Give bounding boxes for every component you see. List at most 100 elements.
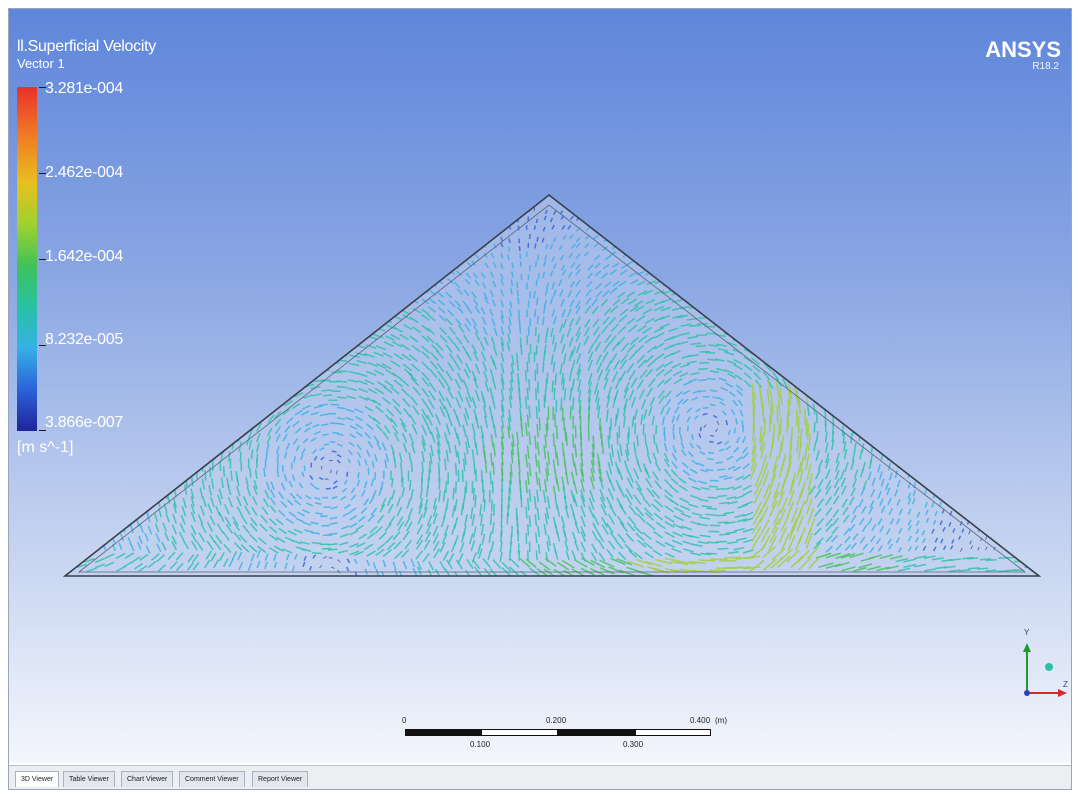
velocity-vector	[552, 236, 557, 243]
velocity-vector	[705, 351, 716, 354]
velocity-vector	[94, 557, 106, 564]
velocity-vector	[219, 302, 228, 310]
velocity-vector	[153, 513, 159, 523]
velocity-vector	[876, 241, 882, 246]
velocity-vector	[100, 510, 104, 518]
velocity-vector	[903, 558, 916, 563]
velocity-vector	[636, 216, 643, 220]
velocity-vector	[675, 235, 683, 239]
velocity-vector	[715, 428, 718, 433]
velocity-vector	[857, 208, 862, 213]
velocity-vector	[584, 242, 590, 249]
velocity-vector	[838, 397, 842, 409]
velocity-vector	[463, 289, 470, 297]
velocity-vector	[565, 432, 568, 446]
velocity-vector	[426, 243, 433, 249]
velocity-vector	[268, 322, 279, 329]
velocity-vector	[936, 215, 940, 219]
velocity-vector	[285, 417, 294, 425]
velocity-vector	[792, 352, 801, 362]
velocity-vector	[595, 290, 603, 298]
velocity-vector	[276, 536, 286, 544]
velocity-vector	[583, 335, 590, 346]
velocity-vector	[295, 350, 306, 356]
velocity-vector	[663, 468, 672, 478]
velocity-vector	[544, 434, 547, 448]
velocity-vector	[859, 536, 866, 544]
velocity-vector	[357, 372, 368, 378]
velocity-vector	[403, 245, 410, 249]
velocity-vector	[610, 444, 615, 458]
velocity-vector	[377, 514, 385, 524]
velocity-vector	[436, 362, 445, 373]
velocity-vector	[175, 408, 180, 419]
velocity-vector	[951, 493, 955, 499]
velocity-vector	[903, 233, 908, 238]
velocity-vector	[79, 277, 84, 283]
velocity-vector	[696, 523, 708, 527]
velocity-vector	[391, 288, 401, 293]
velocity-vector	[681, 525, 693, 531]
velocity-vector	[336, 453, 342, 458]
velocity-vector	[848, 523, 856, 532]
3d-viewer-canvas[interactable]: ll.Superficial Velocity Vector 1 3.281e-…	[9, 9, 1071, 763]
velocity-vector	[664, 552, 675, 558]
velocity-vector	[922, 346, 927, 353]
velocity-vector	[623, 398, 628, 411]
velocity-vector	[212, 395, 219, 406]
velocity-vector	[883, 302, 889, 309]
velocity-vector	[762, 405, 765, 423]
velocity-vector	[859, 377, 864, 388]
velocity-vector	[992, 275, 995, 280]
velocity-vector	[995, 321, 998, 326]
velocity-vector	[340, 495, 347, 501]
velocity-vector	[229, 224, 236, 229]
velocity-vector	[808, 291, 817, 299]
velocity-vector	[653, 498, 664, 508]
velocity-vector	[456, 372, 464, 383]
velocity-vector	[79, 234, 83, 238]
velocity-vector	[186, 398, 192, 409]
velocity-vector	[691, 543, 703, 547]
velocity-vector	[741, 296, 752, 301]
velocity-vector	[995, 222, 998, 226]
velocity-vector	[278, 241, 286, 244]
tab-3d-viewer[interactable]: 3D Viewer	[15, 771, 60, 787]
velocity-vector	[472, 219, 478, 225]
velocity-vector	[782, 276, 791, 283]
tab-table-viewer[interactable]: Table Viewer	[63, 771, 115, 787]
velocity-vector	[500, 373, 505, 385]
velocity-vector	[227, 399, 235, 410]
velocity-vector	[142, 400, 147, 410]
tab-chart-viewer[interactable]: Chart Viewer	[121, 771, 174, 787]
axis-triad-icon[interactable]: Y Z	[1005, 621, 1071, 711]
velocity-vector	[456, 209, 462, 214]
velocity-vector	[75, 287, 80, 292]
velocity-vector	[889, 518, 895, 525]
velocity-vector	[609, 505, 617, 517]
velocity-vector	[78, 507, 81, 514]
velocity-vector	[394, 550, 403, 560]
velocity-vector	[587, 381, 592, 394]
velocity-vector	[102, 480, 105, 488]
velocity-vector	[634, 305, 645, 312]
velocity-vector	[68, 366, 73, 373]
velocity-vector	[255, 224, 262, 228]
velocity-vector	[941, 490, 944, 496]
velocity-vector	[140, 292, 146, 298]
velocity-vector	[227, 484, 232, 496]
velocity-vector	[474, 332, 481, 342]
velocity-vector	[813, 440, 817, 452]
velocity-vector	[835, 553, 851, 560]
velocity-vector	[575, 242, 581, 249]
velocity-vector	[914, 250, 918, 256]
velocity-vector	[994, 329, 997, 334]
velocity-vector	[92, 535, 96, 542]
velocity-vector	[904, 310, 909, 316]
tab-comment-viewer[interactable]: Comment Viewer	[179, 771, 245, 787]
velocity-vector	[868, 506, 874, 515]
velocity-vector	[741, 288, 752, 293]
velocity-vector	[282, 382, 293, 390]
velocity-vector	[156, 399, 162, 410]
tab-report-viewer[interactable]: Report Viewer	[252, 771, 309, 787]
